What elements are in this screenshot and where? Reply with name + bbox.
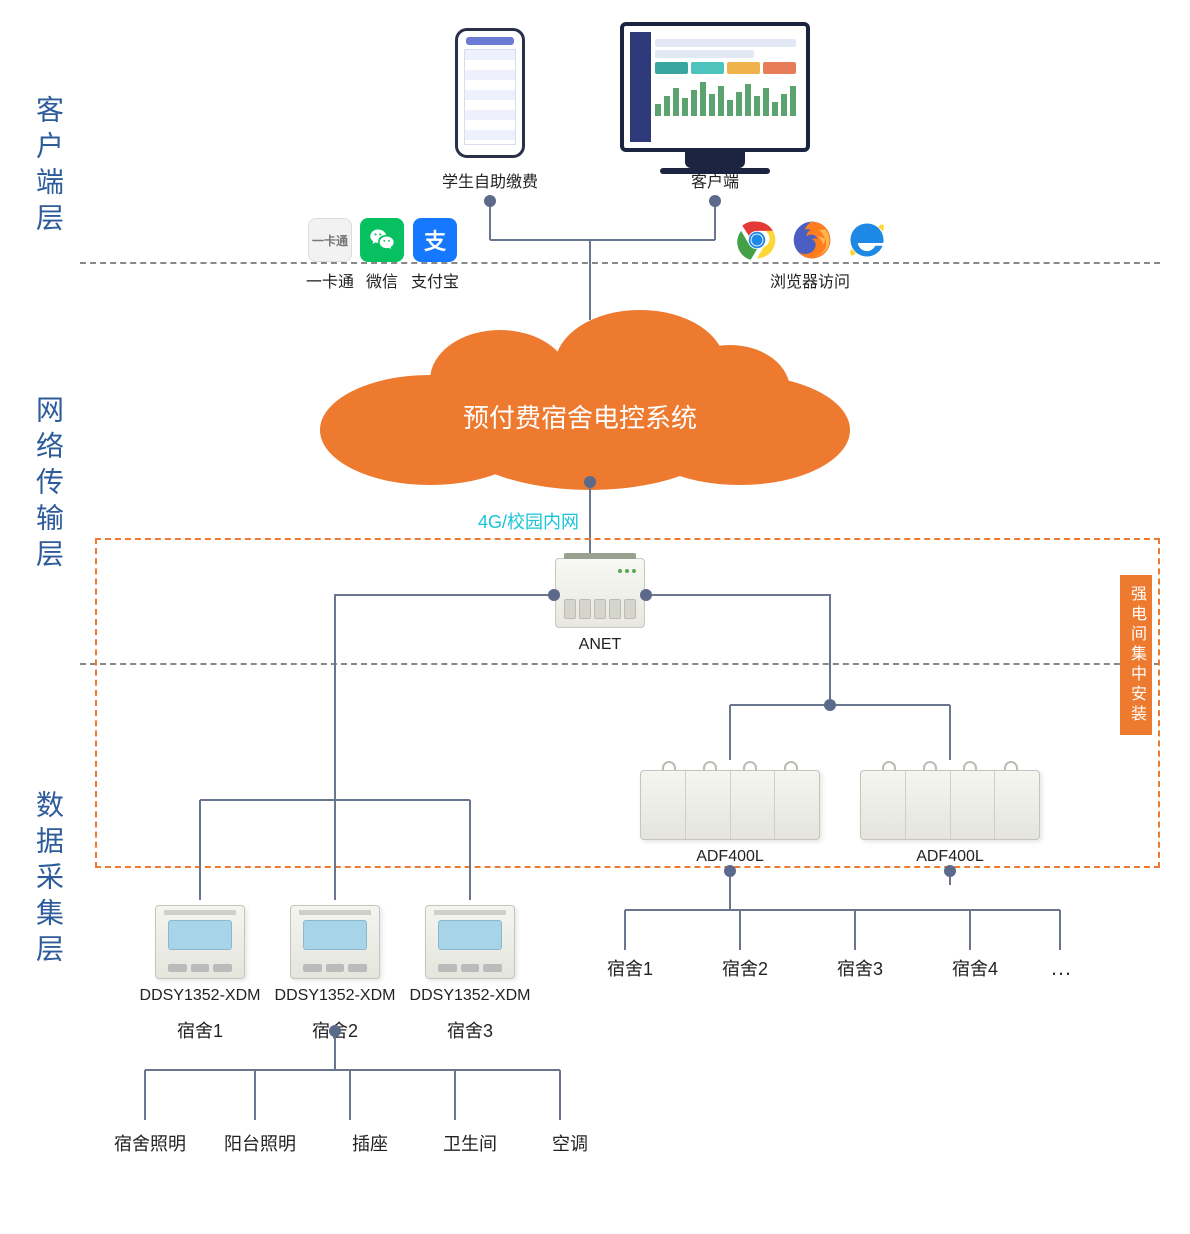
conn-gateway-branches	[0, 560, 1190, 920]
adf-label-0: ADF400L	[690, 848, 770, 866]
subcircuit-4: 空调	[530, 1130, 610, 1156]
dorm-ellipsis: …	[1050, 955, 1075, 981]
subcircuit-0: 宿舍照明	[110, 1130, 190, 1156]
subcircuit-2: 插座	[330, 1130, 410, 1156]
adf-label-1: ADF400L	[910, 848, 990, 866]
subcircuit-3: 卫生间	[430, 1130, 510, 1156]
adf-meter-0	[640, 770, 820, 840]
adf-dorm-2: 宿舍3	[830, 955, 890, 981]
adf-dorm-0: 宿舍1	[600, 955, 660, 981]
adf-dorm-1: 宿舍2	[715, 955, 775, 981]
dot-ddsy2-down	[329, 1025, 341, 1037]
adf-dorm-3: 宿舍4	[945, 955, 1005, 981]
dot-adf2-down	[944, 865, 956, 877]
dot-gw-right	[640, 589, 652, 601]
subcircuit-1: 阳台照明	[220, 1130, 300, 1156]
dot-adf-bus	[824, 699, 836, 711]
dot-cloud-bottom	[584, 476, 596, 488]
conn-adf2-stub	[0, 870, 1190, 920]
dot-gw-left	[548, 589, 560, 601]
adf-meter-1	[860, 770, 1040, 840]
net-text: 4G/校园内网	[478, 508, 579, 534]
